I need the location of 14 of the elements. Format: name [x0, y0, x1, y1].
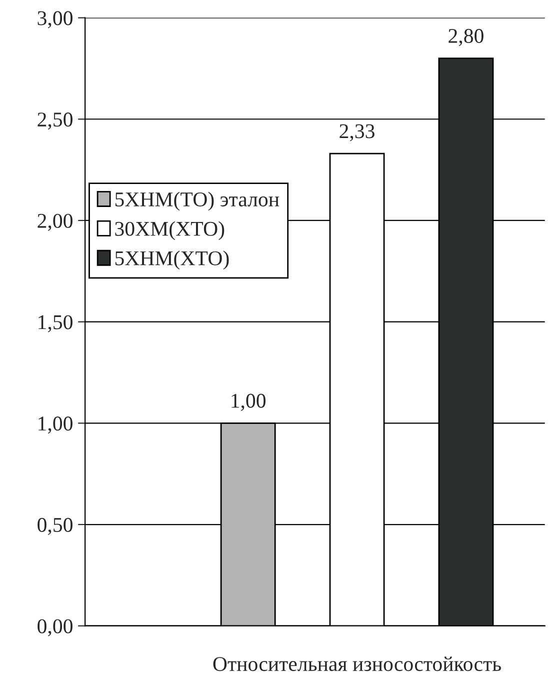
- y-tick-label: 2,00: [38, 214, 72, 231]
- x-tick-label: Относительная износостойкость: [213, 656, 501, 672]
- data-label: 1,00: [232, 394, 266, 411]
- y-tick-label: 1,50: [38, 315, 72, 332]
- data-label: 2,80: [448, 28, 484, 46]
- y-tick-label: 2,50: [38, 112, 72, 130]
- legend-label: 5ХНМ(ТО) эталон: [115, 192, 280, 211]
- y-tick-label: 1,00: [38, 416, 72, 434]
- y-tick-label: 0,50: [38, 518, 72, 535]
- data-label: 2,33: [340, 124, 374, 142]
- y-tick-label: 3,00: [38, 11, 72, 28]
- legend-label: 5ХНМ(ХТО): [115, 250, 229, 270]
- y-tick-label: 0,00: [38, 619, 72, 636]
- legend-label: 30ХМ(ХТО): [115, 221, 224, 240]
